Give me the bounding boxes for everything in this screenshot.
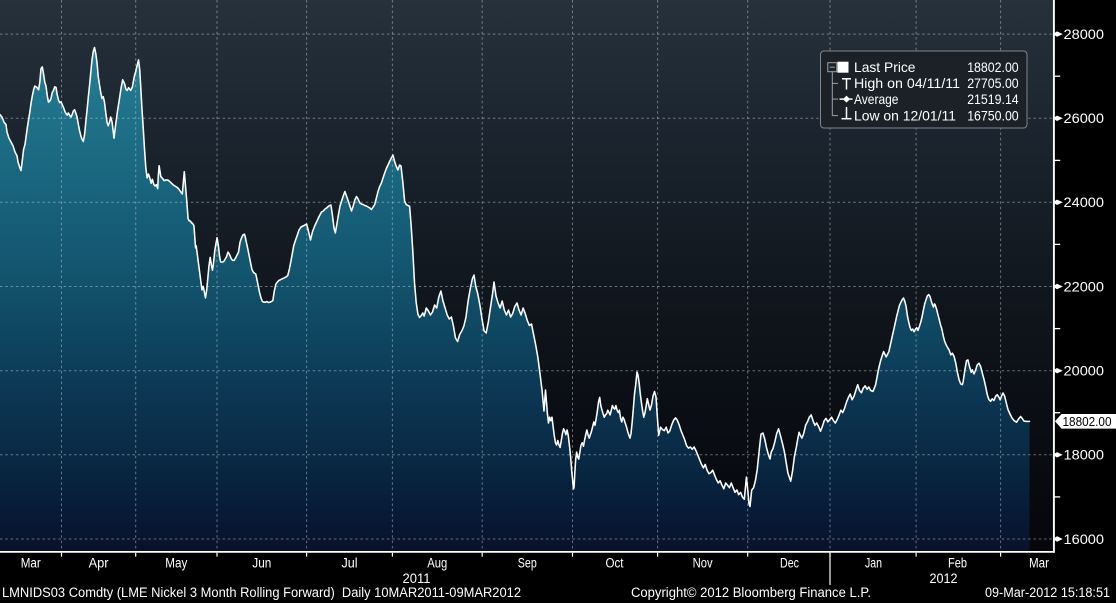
svg-text:Apr: Apr [89, 556, 110, 571]
svg-text:Dec: Dec [780, 556, 799, 571]
svg-text:2011: 2011 [403, 571, 431, 586]
svg-text:26000: 26000 [1064, 110, 1105, 126]
svg-text:Jun: Jun [252, 556, 271, 571]
svg-text:Aug: Aug [427, 556, 447, 571]
svg-text:Low on 12/01/11: Low on 12/01/11 [854, 107, 956, 123]
svg-text:Jul: Jul [342, 556, 358, 571]
svg-text:22000: 22000 [1064, 278, 1105, 294]
svg-text:Copyright© 2012 Bloomberg Fina: Copyright© 2012 Bloomberg Finance L.P. [631, 585, 871, 600]
svg-text:21519.14: 21519.14 [967, 91, 1019, 107]
svg-text:18000: 18000 [1064, 447, 1105, 463]
svg-text:Feb: Feb [948, 556, 967, 571]
svg-text:18802.00: 18802.00 [967, 59, 1019, 75]
svg-text:Last Price: Last Price [854, 59, 916, 75]
svg-text:Oct: Oct [606, 556, 624, 571]
svg-text:High on 04/11/11: High on 04/11/11 [854, 75, 960, 91]
svg-text:16750.00: 16750.00 [967, 107, 1019, 123]
svg-text:09-Mar-2012 15:18:51: 09-Mar-2012 15:18:51 [985, 585, 1110, 600]
svg-text:May: May [165, 556, 187, 571]
svg-text:Sep: Sep [518, 556, 537, 571]
svg-text:28000: 28000 [1064, 26, 1105, 42]
svg-text:27705.00: 27705.00 [967, 75, 1019, 91]
svg-text:Jan: Jan [865, 556, 882, 571]
svg-text:2012: 2012 [930, 571, 958, 586]
svg-text:18802.00: 18802.00 [1063, 414, 1112, 429]
svg-text:Mar: Mar [21, 556, 41, 571]
svg-text:Nov: Nov [693, 556, 713, 571]
svg-text:LMNIDS03 Comdty (LME Nickel 3: LMNIDS03 Comdty (LME Nickel 3 Month Roll… [2, 585, 521, 600]
svg-text:24000: 24000 [1064, 194, 1105, 210]
svg-text:Average: Average [854, 91, 899, 107]
svg-text:Mar: Mar [1029, 556, 1049, 571]
svg-text:16000: 16000 [1064, 531, 1105, 547]
svg-text:20000: 20000 [1064, 363, 1105, 379]
